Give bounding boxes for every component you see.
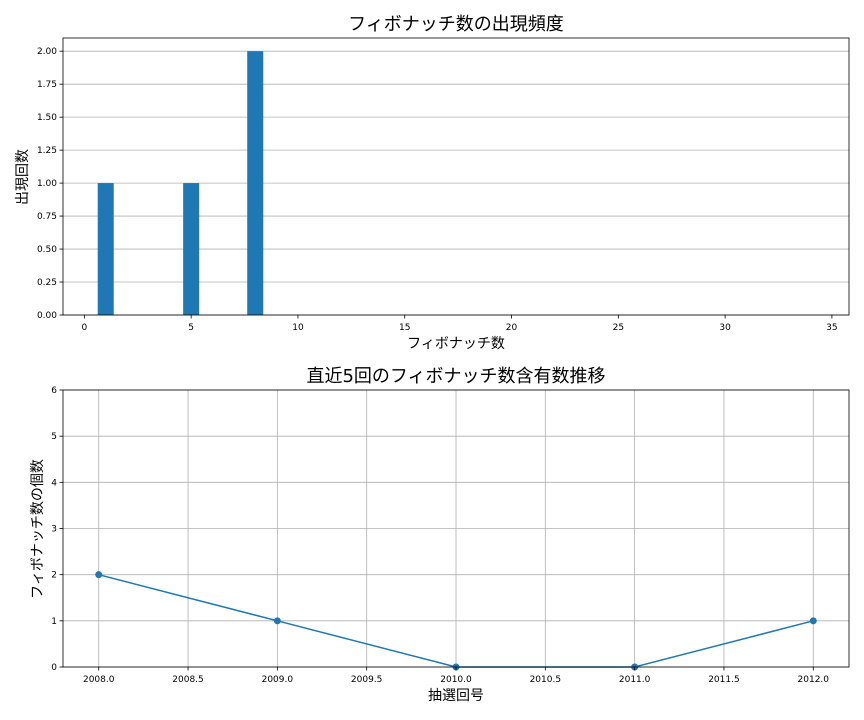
x-tick-label: 5 — [188, 323, 194, 333]
line-chart-title: 直近5回のフィボナッチ数含有数推移 — [306, 366, 605, 387]
bar — [247, 51, 264, 315]
bar-chart-bars — [97, 51, 264, 315]
y-tick-label: 1 — [51, 617, 57, 627]
y-tick-label: 0.25 — [37, 278, 57, 288]
data-point — [273, 617, 281, 625]
trend-line-chart: 2008.0 2008.5 2009.0 2009.5 2010.0 2010.5 2011… — [30, 366, 850, 704]
bar-chart-title: フィボナッチ数の出現頻度 — [348, 14, 564, 35]
x-tick-label: 2012.0 — [798, 675, 830, 685]
y-tick-label: 2.00 — [37, 47, 57, 57]
x-tick-label: 2010.5 — [530, 675, 562, 685]
x-tick-label: 10 — [292, 323, 304, 333]
line-chart-gridlines — [63, 389, 849, 668]
x-tick-label: 15 — [399, 323, 410, 333]
y-tick-label: 0.50 — [37, 245, 57, 255]
y-tick-label: 0.75 — [37, 212, 57, 222]
y-tick-label: 3 — [51, 525, 57, 535]
y-tick-label: 5 — [51, 432, 57, 442]
x-tick-label: 2008.0 — [83, 675, 115, 685]
bar-chart-x-axis-label: フィボナッチ数 — [407, 336, 505, 352]
x-tick-label: 25 — [613, 323, 624, 333]
x-tick-label: 2008.5 — [172, 675, 204, 685]
bar — [97, 183, 114, 315]
y-tick-label: 0.00 — [37, 311, 57, 321]
y-tick-label: 1.75 — [37, 80, 57, 90]
data-point — [809, 617, 817, 625]
bar-chart-x-ticks: 0 5 10 15 20 25 30 35 — [81, 315, 838, 333]
bar-chart-gridlines — [63, 50, 849, 316]
bar-chart-y-ticks: 0.00 0.25 0.50 0.75 1.00 1.25 1.50 1.75 2.00 — [37, 47, 63, 321]
x-tick-label: 20 — [506, 323, 518, 333]
x-tick-label: 30 — [719, 323, 731, 333]
line-chart-y-axis-label: フィボナッチ数の個数 — [30, 459, 46, 599]
x-tick-label: 2009.5 — [351, 675, 383, 685]
y-tick-label: 2 — [51, 571, 57, 581]
x-tick-label: 0 — [81, 323, 87, 333]
bar-chart-frame — [62, 37, 850, 316]
y-tick-label: 1.25 — [37, 146, 57, 156]
frequency-bar-chart: 0 5 10 15 20 25 30 35 0.00 0.25 0.50 0.75 1.00 1.25 1… — [15, 14, 850, 352]
x-tick-label: 35 — [826, 323, 837, 333]
bar-chart-y-axis-label: 出現回数 — [15, 149, 31, 205]
bar — [183, 183, 200, 315]
x-tick-label: 2010.0 — [440, 675, 472, 685]
x-tick-label: 2011.0 — [619, 675, 651, 685]
x-tick-label: 2009.0 — [262, 675, 294, 685]
line-chart-x-ticks: 2008.0 2008.5 2009.0 2009.5 2010.0 2010.5 2011… — [83, 667, 829, 685]
x-tick-label: 2011.5 — [708, 675, 740, 685]
y-tick-label: 1.00 — [37, 179, 57, 189]
y-tick-label: 4 — [51, 478, 57, 488]
data-point — [95, 571, 103, 579]
y-tick-label: 0 — [51, 663, 57, 673]
y-tick-label: 1.50 — [37, 113, 57, 123]
line-chart-y-ticks: 0 1 2 3 4 5 6 — [51, 386, 63, 673]
line-chart-x-axis-label: 抽選回号 — [428, 688, 484, 704]
y-tick-label: 6 — [51, 386, 57, 396]
